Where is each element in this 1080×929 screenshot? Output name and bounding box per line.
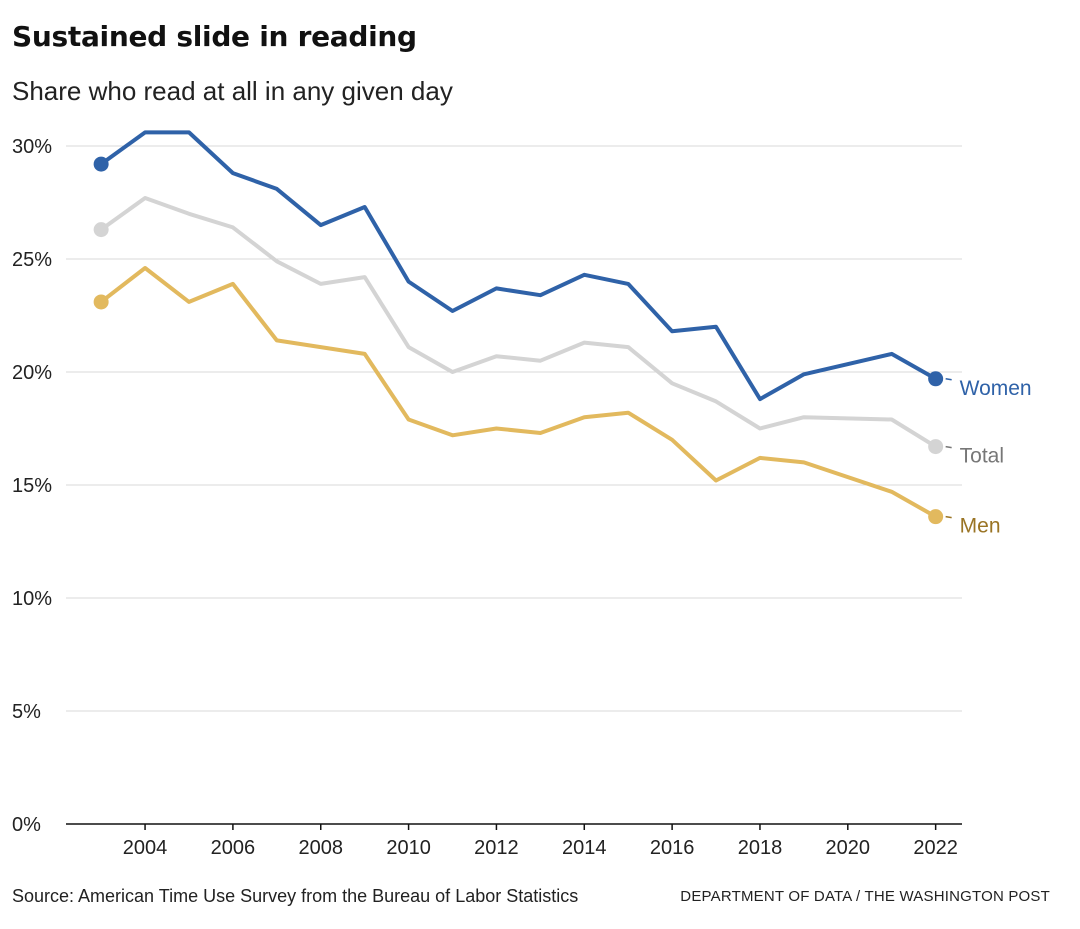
credit-line: DEPARTMENT OF DATA / THE WASHINGTON POST	[680, 888, 1050, 905]
x-axis: 2004 2006 2008 2010 2012 2014 2016 2018 2020 2022	[66, 823, 962, 859]
source-note: Source: American Time Use Survey from th…	[12, 886, 579, 906]
y-axis-tick-labels: 0% 5% 10% 15% 20% 25% 30%	[12, 136, 52, 836]
series-leader-women	[945, 378, 952, 381]
x-tick-label: 2018	[738, 837, 783, 859]
x-tick-label: 2016	[650, 837, 695, 859]
series-label-men: Men	[960, 515, 1001, 538]
series-lines	[93, 130, 944, 525]
chart-title: Sustained slide in reading	[12, 20, 417, 53]
chart-subtitle: Share who read at all in any given day	[12, 76, 453, 106]
x-tick-label: 2020	[826, 837, 871, 859]
series-line-total	[99, 196, 938, 449]
x-tick-label: 2012	[474, 837, 519, 859]
x-tick-label: 2008	[298, 837, 343, 859]
x-tick-label: 2022	[913, 837, 958, 859]
y-tick-label: 0%	[12, 814, 41, 836]
series-leader-men	[945, 515, 952, 519]
y-tick-label: 15%	[12, 475, 52, 497]
series-leader-total	[945, 445, 952, 449]
series-label-women: Women	[960, 377, 1032, 400]
y-tick-label: 30%	[12, 136, 52, 158]
series-labels: Total Men Women	[945, 377, 1032, 538]
series-end-point-men	[928, 509, 944, 525]
x-tick-label: 2004	[123, 837, 168, 859]
series-end-point-total	[928, 439, 944, 455]
y-tick-label: 10%	[12, 588, 52, 610]
series-start-point-women	[93, 156, 109, 172]
series-end-point-women	[928, 371, 944, 387]
series-start-point-total	[93, 222, 109, 238]
x-tick-label: 2014	[562, 837, 607, 859]
y-tick-label: 20%	[12, 362, 52, 384]
y-tick-label: 5%	[12, 701, 41, 723]
series-line-men	[99, 266, 938, 519]
x-tick-label: 2006	[211, 837, 256, 859]
y-tick-label: 25%	[12, 249, 52, 271]
series-label-total: Total	[960, 445, 1004, 468]
x-tick-label: 2010	[386, 837, 431, 859]
series-line-women	[99, 130, 938, 402]
series-start-point-men	[93, 294, 109, 310]
